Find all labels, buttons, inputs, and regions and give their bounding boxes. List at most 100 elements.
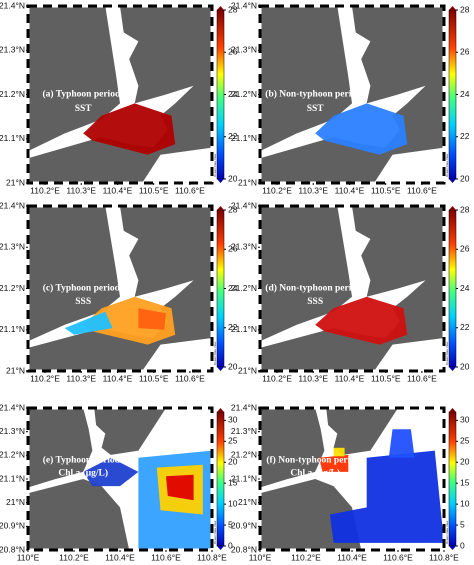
colorbar-tick-label: 20 <box>460 457 470 467</box>
y-tick-label: 21°N <box>238 497 257 507</box>
x-tick-label: 110.4°E <box>335 373 365 383</box>
colorbar-tick-label: 20 <box>228 361 238 371</box>
x-tick-label: 110.2°E <box>262 185 292 195</box>
y-tick-label: 21.1°N <box>0 473 25 483</box>
map-panel: (c) Typhoon periods SSS <box>26 204 214 373</box>
watermark: Ocean Data View <box>213 520 217 544</box>
field-patch <box>388 429 415 458</box>
panel-label: (f) Non-typhoon periods <box>266 455 364 466</box>
x-tick-label: 110.6°E <box>407 373 437 383</box>
colorbar-end <box>449 367 456 371</box>
colorbar-tick-label: 24 <box>228 283 238 293</box>
x-tick-label: 110.3°E <box>66 373 96 383</box>
y-tick-label: 21.2°N <box>231 89 257 99</box>
colorbar-tick-label: 5 <box>228 519 233 529</box>
x-tick-label: 110.4°E <box>105 552 135 562</box>
x-tick-label: 110.6°E <box>151 552 181 562</box>
panel-label: (e) Typhoon periods <box>43 455 124 466</box>
x-tick-label: 110.5°E <box>371 185 401 195</box>
colorbar-end <box>217 179 224 183</box>
y-tick-label: 21°N <box>6 497 25 507</box>
x-tick-label: 110.6°E <box>407 185 437 195</box>
colorbar-tick-label: 10 <box>228 498 238 508</box>
colorbar-tick-label: 26 <box>228 244 238 254</box>
colorbar <box>216 209 225 368</box>
x-tick-label: 110.2°E <box>59 552 89 562</box>
colorbar-tick-label: 28 <box>460 4 470 14</box>
colorbar-tick-label: 28 <box>228 4 238 14</box>
sea <box>374 338 444 371</box>
colorbar-tick-label: 26 <box>460 244 470 254</box>
y-tick-label: 21.4°N <box>0 200 25 210</box>
panel-label: (c) Typhoon periods <box>43 283 124 294</box>
x-tick-label: 110.6°E <box>175 185 205 195</box>
y-tick-label: 21.4°N <box>0 0 25 10</box>
y-tick-label: 21.4°N <box>0 402 25 412</box>
colorbar-tick-label: 22 <box>460 322 470 332</box>
sea <box>374 147 444 183</box>
y-tick-label: 21°N <box>238 365 257 375</box>
watermark: Ocean Data View <box>445 341 449 365</box>
x-tick-label: 110.8°E <box>429 552 459 562</box>
colorbar-tick-label: 0 <box>228 540 233 550</box>
y-tick-label: 21°N <box>238 177 257 187</box>
y-tick-label: 21.4°N <box>231 0 257 10</box>
y-tick-label: 20.9°N <box>231 521 257 531</box>
y-tick-label: 21.2°N <box>231 283 257 293</box>
field-patch <box>315 296 408 345</box>
colorbar <box>216 9 225 180</box>
x-tick-label: 110.6°E <box>175 373 205 383</box>
sea <box>142 338 212 371</box>
y-tick-label: 21.4°N <box>231 200 257 210</box>
panel-label: SST <box>75 104 93 114</box>
colorbar-tick-label: 22 <box>228 131 238 141</box>
y-tick-label: 21.1°N <box>231 133 257 143</box>
field-patch <box>333 447 345 457</box>
sea <box>142 147 212 183</box>
colorbar <box>216 411 225 547</box>
colorbar-tick-label: 20 <box>460 173 470 183</box>
y-tick-label: 21.3°N <box>231 242 257 252</box>
field-patch <box>83 457 139 487</box>
field-patch <box>83 296 176 345</box>
y-tick-label: 21°N <box>6 365 25 375</box>
x-tick-label: 110.8°E <box>197 552 227 562</box>
y-tick-label: 21.3°N <box>0 45 25 55</box>
map-panel: (d) Non-typhoon periods SSS <box>258 204 446 373</box>
watermark: Ocean Data View <box>213 341 217 365</box>
frame <box>258 406 446 552</box>
field-patch <box>83 103 176 155</box>
colorbar-tick-label: 25 <box>228 436 238 446</box>
colorbar-tick-label: 10 <box>460 498 470 508</box>
colorbar-end <box>217 408 224 412</box>
field-patch <box>166 474 194 501</box>
colorbar-tick-label: 15 <box>228 477 238 487</box>
x-tick-label: 110.2°E <box>262 373 292 383</box>
map-panel: (f) Non-typhoon periods Chl a (μg/L) <box>258 406 446 552</box>
field-patch <box>138 308 166 330</box>
panel-label: (b) Non-typhoon periods <box>265 89 365 100</box>
x-tick-label: 110.5°E <box>371 373 401 383</box>
x-tick-label: 110.2°E <box>30 373 60 383</box>
colorbar-tick-label: 22 <box>460 131 470 141</box>
colorbar-end <box>449 6 456 10</box>
y-tick-label: 21.1°N <box>0 324 25 334</box>
panel-label: SSS <box>75 297 91 307</box>
colorbar-tick-label: 5 <box>460 519 465 529</box>
y-tick-label: 21.2°N <box>231 450 257 460</box>
colorbar <box>448 209 457 368</box>
colorbar-end <box>449 206 456 210</box>
colorbar-tick-label: 24 <box>460 283 470 293</box>
x-tick-label: 110.2°E <box>291 552 321 562</box>
x-tick-label: 110.3°E <box>298 373 328 383</box>
y-tick-label: 21.1°N <box>231 324 257 334</box>
panel-label: (d) Non-typhoon periods <box>265 283 365 294</box>
panel-label: Chl a (μg/L) <box>290 468 340 479</box>
colorbar-tick-label: 26 <box>460 47 470 57</box>
y-tick-label: 21.1°N <box>231 473 257 483</box>
y-tick-label: 20.8°N <box>0 544 25 554</box>
y-tick-label: 20.9°N <box>0 521 25 531</box>
colorbar <box>448 9 457 180</box>
colorbar-end <box>449 179 456 183</box>
